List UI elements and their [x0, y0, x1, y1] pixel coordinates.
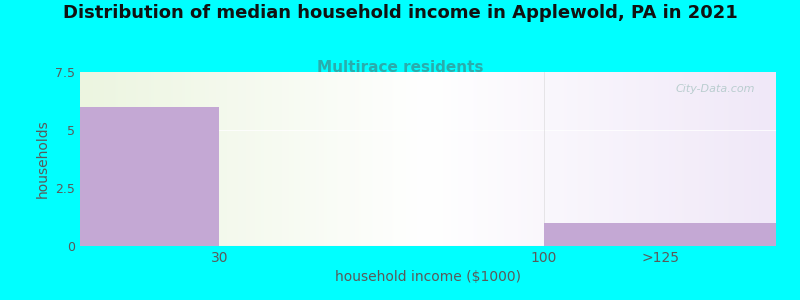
Text: Distribution of median household income in Applewold, PA in 2021: Distribution of median household income …	[62, 4, 738, 22]
X-axis label: household income ($1000): household income ($1000)	[335, 270, 521, 284]
Text: Multirace residents: Multirace residents	[317, 60, 483, 75]
Bar	[544, 223, 776, 246]
Bar	[80, 107, 219, 246]
Y-axis label: households: households	[35, 120, 50, 198]
Text: City-Data.com: City-Data.com	[676, 84, 755, 94]
